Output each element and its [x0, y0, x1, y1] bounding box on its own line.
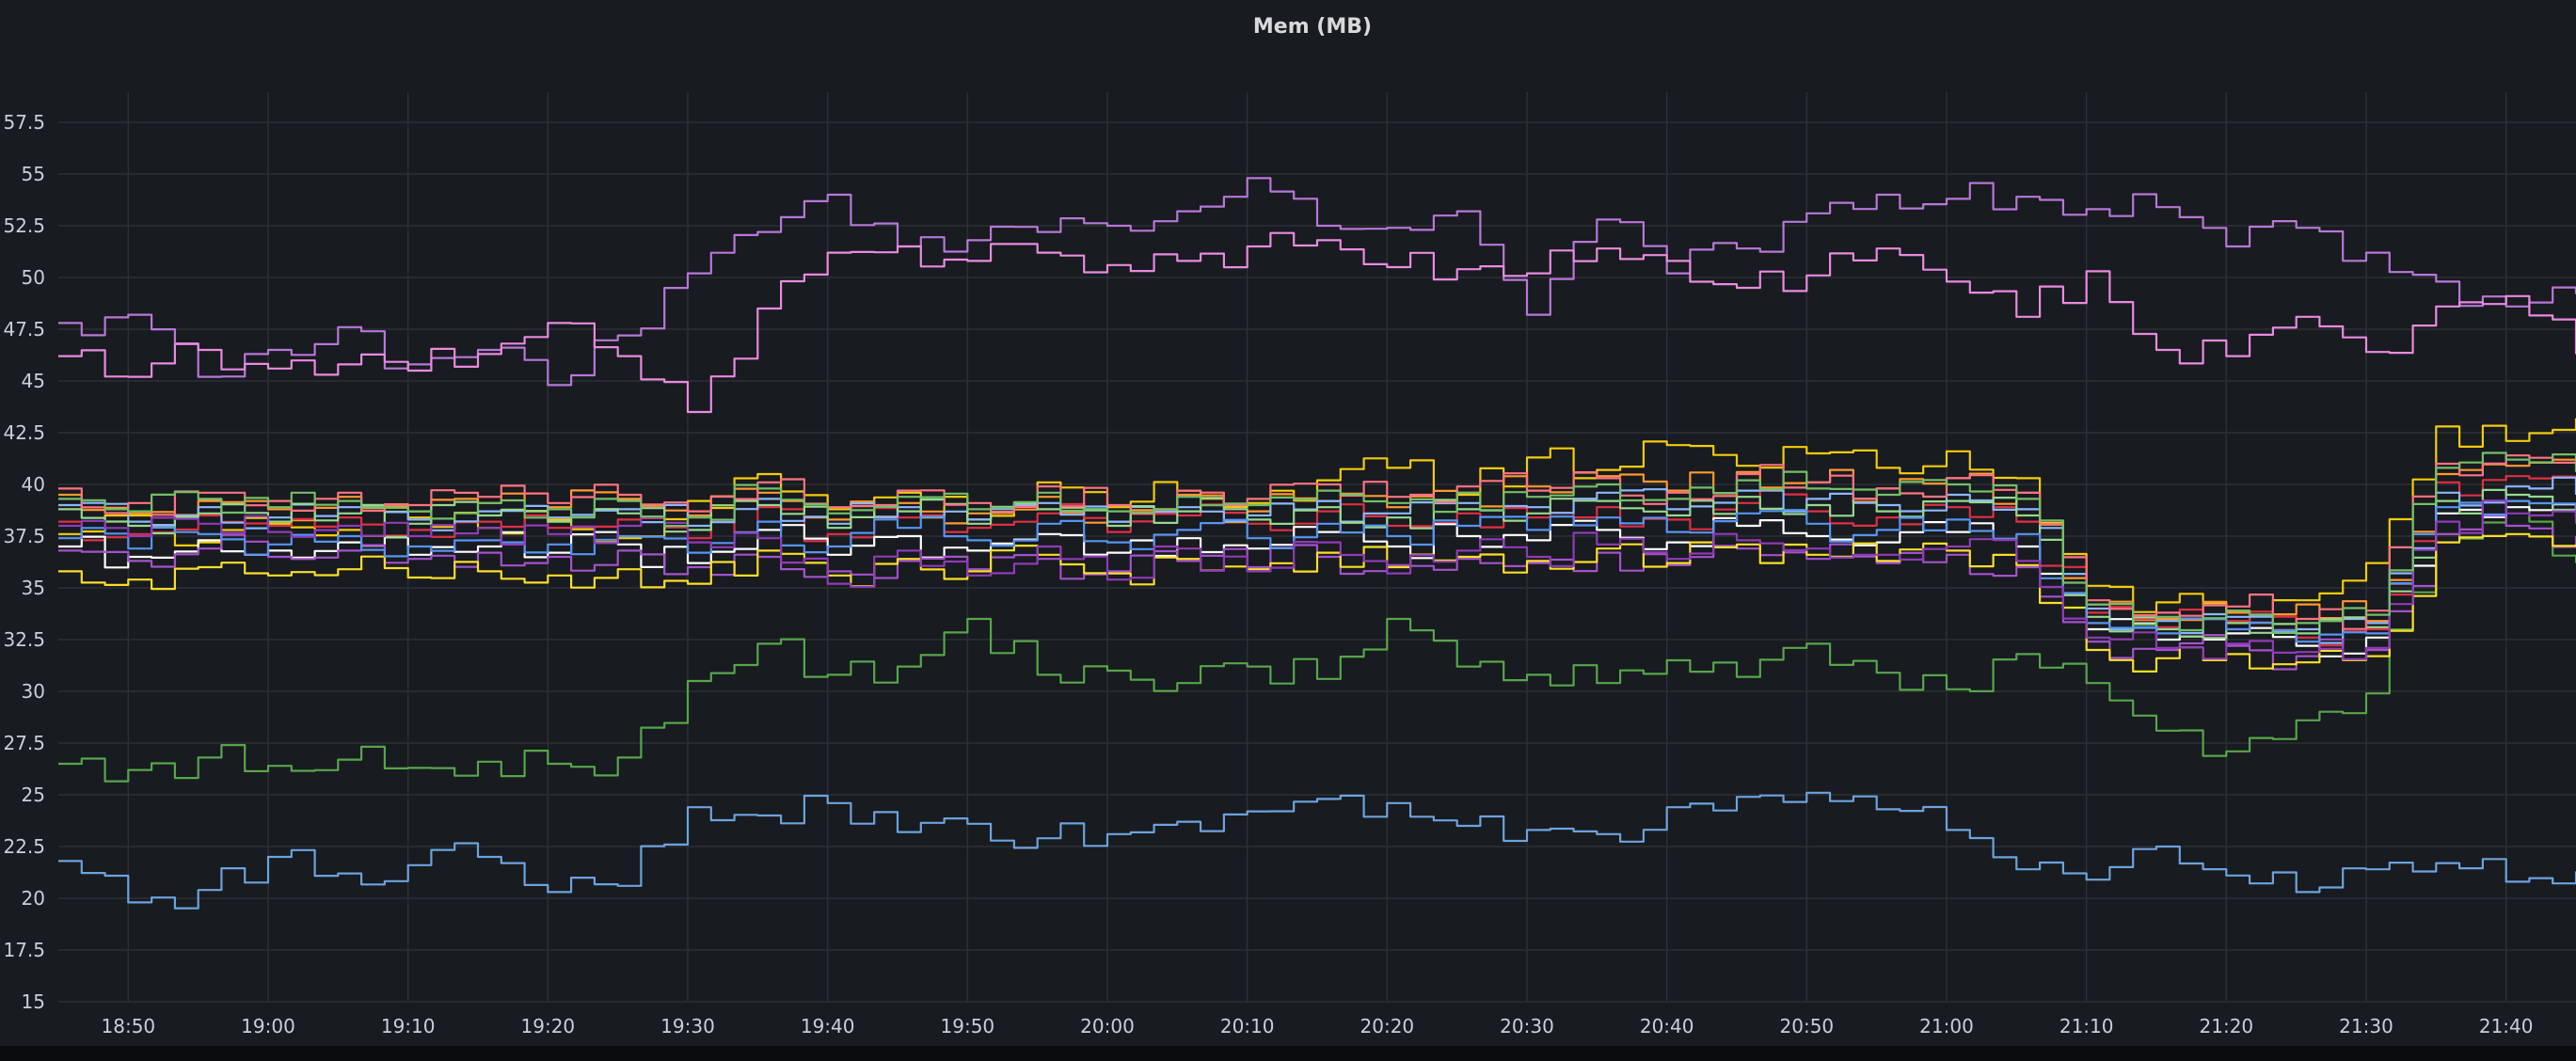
x-tick-label: 20:10: [1220, 1015, 1275, 1037]
y-axis-ticks: 15 17.5 20 22.5 25 27.5 30 32.5 35 37.5 40 42.5 45 47…: [3, 111, 45, 1013]
series-line[interactable]: [58, 499, 2576, 783]
series-line[interactable]: [58, 231, 2576, 414]
x-tick-label: 19:40: [801, 1015, 855, 1037]
x-tick-label: 19:00: [241, 1015, 295, 1037]
series-line[interactable]: [58, 515, 2576, 671]
y-tick-label: 30: [22, 680, 45, 703]
panel-bottom-strip: [0, 1046, 2576, 1061]
y-tick-label: 40: [22, 473, 45, 496]
y-tick-label: 35: [22, 577, 45, 599]
series-line[interactable]: [58, 791, 2576, 910]
y-tick-label: 52.5: [3, 214, 45, 237]
series-line[interactable]: [58, 532, 2576, 673]
y-tick-label: 15: [22, 990, 45, 1013]
x-tick-label: 20:40: [1640, 1015, 1694, 1037]
y-tick-label: 20: [22, 887, 45, 910]
y-tick-label: 47.5: [3, 318, 45, 340]
y-tick-label: 27.5: [3, 732, 45, 754]
x-tick-label: 21:30: [2339, 1015, 2393, 1037]
y-tick-label: 42.5: [3, 421, 45, 444]
x-tick-label: 21:20: [2200, 1015, 2254, 1037]
x-tick-label: 18:50: [102, 1015, 156, 1037]
x-tick-label: 19:50: [941, 1015, 995, 1037]
x-tick-label: 20:00: [1080, 1015, 1135, 1037]
x-tick-label: 19:10: [381, 1015, 436, 1037]
series-lines: [58, 177, 2576, 910]
x-tick-label: 21:40: [2479, 1015, 2534, 1037]
y-tick-label: 37.5: [3, 525, 45, 547]
x-tick-label: 21:00: [1919, 1015, 1974, 1037]
x-tick-label: 19:30: [660, 1015, 715, 1037]
series-line[interactable]: [58, 499, 2576, 660]
panel-title: Mem (MB): [1252, 15, 1373, 39]
y-tick-label: 22.5: [3, 835, 45, 858]
series-line[interactable]: [58, 451, 2576, 634]
x-tick-label: 20:50: [1780, 1015, 1835, 1037]
y-tick-label: 45: [22, 370, 45, 392]
x-tick-label: 19:20: [521, 1015, 576, 1037]
x-tick-label: 21:10: [2059, 1015, 2114, 1037]
series-line[interactable]: [58, 454, 2576, 631]
y-tick-label: 55: [22, 163, 45, 185]
y-tick-label: 57.5: [3, 111, 45, 134]
y-tick-label: 25: [22, 784, 45, 806]
y-tick-label: 17.5: [3, 939, 45, 961]
y-tick-label: 50: [22, 266, 45, 289]
series-line[interactable]: [58, 177, 2576, 387]
x-axis-ticks: 18:50 19:00 19:10 19:20 19:30 19:40 19:50 20:00…: [102, 1015, 2534, 1037]
x-tick-label: 20:20: [1360, 1015, 1415, 1037]
x-tick-label: 20:30: [1500, 1015, 1554, 1037]
y-tick-label: 32.5: [3, 628, 45, 651]
